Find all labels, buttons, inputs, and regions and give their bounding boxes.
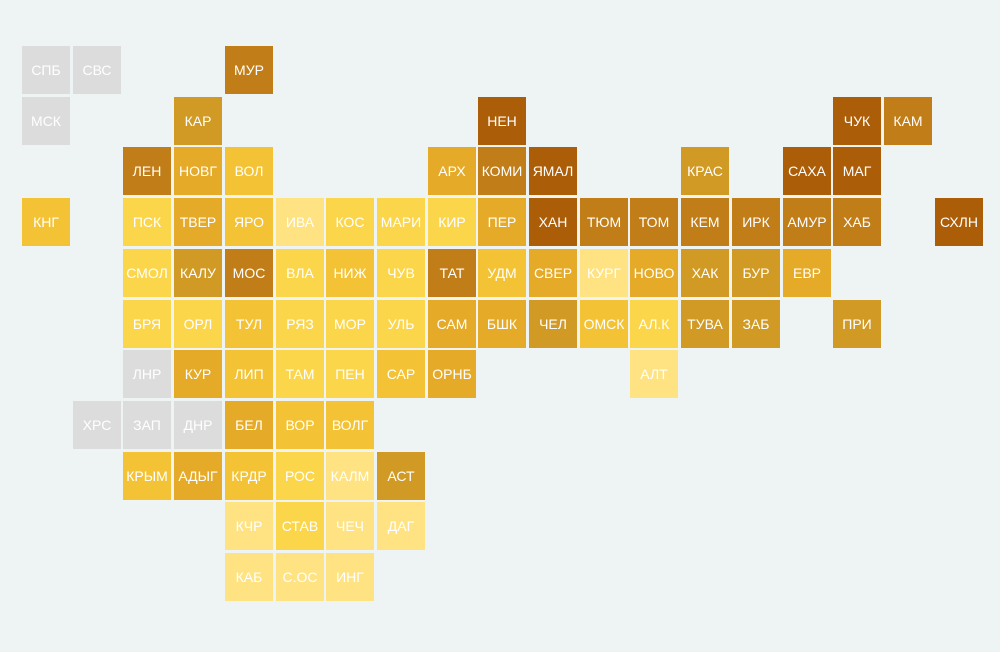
region-tile[interactable]: БРЯ [123,300,171,348]
region-tile[interactable]: ХАН [529,198,577,246]
region-tile[interactable]: НОВО [630,249,678,297]
region-tile[interactable]: КРАС [681,147,729,195]
region-tile[interactable]: СВС [73,46,121,94]
region-tile[interactable]: МАГ [833,147,881,195]
region-tile[interactable]: ТЮМ [580,198,628,246]
region-tile[interactable]: ЕВР [783,249,831,297]
region-tile[interactable]: ВОЛГ [326,401,374,449]
region-tile[interactable]: КОС [326,198,374,246]
region-tile[interactable]: АЛ.К [630,300,678,348]
region-tile[interactable]: СХЛН [935,198,983,246]
region-tile[interactable]: КАМ [884,97,932,145]
region-tile[interactable]: МСК [22,97,70,145]
region-tile[interactable]: СМОЛ [123,249,171,297]
region-tile[interactable]: НЕН [478,97,526,145]
region-tile[interactable]: АМУР [783,198,831,246]
region-tile[interactable]: ОМСК [580,300,628,348]
region-tile[interactable]: ТУВА [681,300,729,348]
region-tile[interactable]: КЧР [225,502,273,550]
region-tile[interactable]: КАЛУ [174,249,222,297]
region-tile[interactable]: ТАМ [276,350,324,398]
region-tile[interactable]: КАБ [225,553,273,601]
region-tile[interactable]: ПСК [123,198,171,246]
region-tile[interactable]: ЯМАЛ [529,147,577,195]
region-tile[interactable]: ДАГ [377,502,425,550]
region-tile[interactable]: ЧУВ [377,249,425,297]
region-tile[interactable]: ТВЕР [174,198,222,246]
region-tile[interactable]: ЧУК [833,97,881,145]
region-tile[interactable]: АРХ [428,147,476,195]
region-tile[interactable]: МОР [326,300,374,348]
region-tile[interactable]: ТОМ [630,198,678,246]
region-tile[interactable]: ПЕН [326,350,374,398]
region-tile[interactable]: ОРНБ [428,350,476,398]
region-tile[interactable]: АЛТ [630,350,678,398]
region-tile[interactable]: МАРИ [377,198,425,246]
region-tile[interactable]: ТУЛ [225,300,273,348]
region-tile[interactable]: БШК [478,300,526,348]
region-tile[interactable]: ПРИ [833,300,881,348]
region-tile[interactable]: ВОЛ [225,147,273,195]
region-tile[interactable]: АДЫГ [174,452,222,500]
region-tile[interactable]: ВОР [276,401,324,449]
region-tile[interactable]: САМ [428,300,476,348]
region-tile[interactable]: ЛЕН [123,147,171,195]
region-tile[interactable]: РОС [276,452,324,500]
region-tile[interactable]: АСТ [377,452,425,500]
region-tile[interactable]: СПБ [22,46,70,94]
region-tile[interactable]: ВЛА [276,249,324,297]
region-tile[interactable]: КАР [174,97,222,145]
region-tile[interactable]: ЗАП [123,401,171,449]
region-tile[interactable]: САР [377,350,425,398]
region-tile[interactable]: КАЛМ [326,452,374,500]
region-tile[interactable]: ЛНР [123,350,171,398]
region-tile[interactable]: СВЕР [529,249,577,297]
region-tile[interactable]: ЛИП [225,350,273,398]
region-tile[interactable]: РЯЗ [276,300,324,348]
region-tile[interactable]: НОВГ [174,147,222,195]
region-tile[interactable]: БУР [732,249,780,297]
region-tile[interactable]: БЕЛ [225,401,273,449]
region-tile[interactable]: ЧЕЧ [326,502,374,550]
region-tile[interactable]: ЯРО [225,198,273,246]
region-tile[interactable]: ПЕР [478,198,526,246]
region-tile[interactable]: КРЫМ [123,452,171,500]
region-tile[interactable]: КУР [174,350,222,398]
region-tile[interactable]: КЕМ [681,198,729,246]
region-tile[interactable]: ЧЕЛ [529,300,577,348]
region-tile[interactable]: КУРГ [580,249,628,297]
region-tile[interactable]: ДНР [174,401,222,449]
region-tile[interactable]: ТАТ [428,249,476,297]
region-tile[interactable]: С.ОС [276,553,324,601]
region-tile[interactable]: КИР [428,198,476,246]
region-tile[interactable]: КНГ [22,198,70,246]
region-tile[interactable]: ХАБ [833,198,881,246]
region-tile[interactable]: МУР [225,46,273,94]
region-tile[interactable]: УЛЬ [377,300,425,348]
region-tile[interactable]: ИРК [732,198,780,246]
region-tile[interactable]: САХА [783,147,831,195]
region-tile[interactable]: МОС [225,249,273,297]
region-tile[interactable]: НИЖ [326,249,374,297]
region-tile[interactable]: ОРЛ [174,300,222,348]
region-tile[interactable]: СТАВ [276,502,324,550]
region-tile[interactable]: ИНГ [326,553,374,601]
region-tile[interactable]: ИВА [276,198,324,246]
region-tile[interactable]: ХАК [681,249,729,297]
region-tile[interactable]: ХРС [73,401,121,449]
region-tile[interactable]: КРДР [225,452,273,500]
region-tile[interactable]: УДМ [478,249,526,297]
region-tile[interactable]: КОМИ [478,147,526,195]
region-tile[interactable]: ЗАБ [732,300,780,348]
